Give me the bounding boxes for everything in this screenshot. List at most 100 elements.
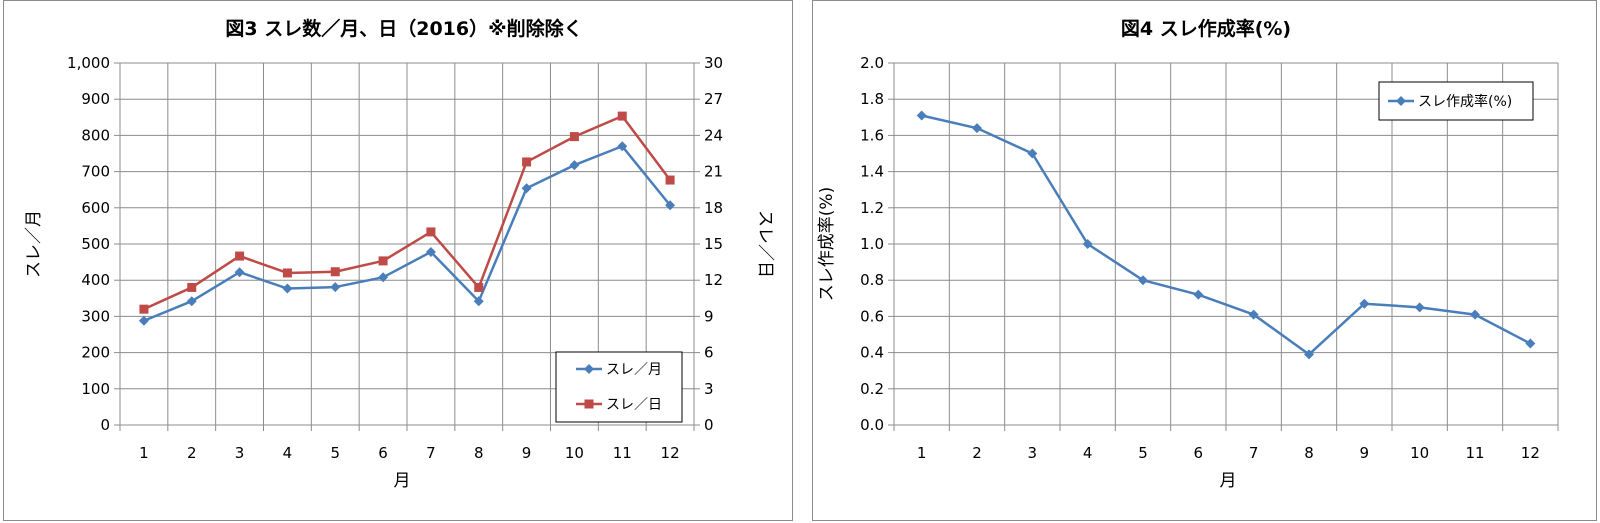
chart-title: 図3 スレ数／月、日（2016）※削除除く: [225, 17, 582, 40]
y-tick-label: 1.8: [860, 90, 884, 108]
y-tick-label: 500: [81, 235, 110, 253]
y2-tick-label: 3: [704, 380, 714, 398]
x-tick-label: 2: [187, 444, 197, 462]
data-point-square: [139, 304, 149, 314]
x-tick-label: 11: [1465, 444, 1484, 462]
data-point-diamond: [1193, 289, 1204, 300]
x-tick-label: 4: [1083, 444, 1093, 462]
x-tick-label: 3: [1028, 444, 1038, 462]
data-point-square: [282, 268, 292, 278]
y2-axis-label: スレ／日: [755, 210, 775, 278]
axes: 01002003004005006007008009001,0000369121…: [67, 54, 723, 462]
y2-tick-label: 6: [704, 344, 714, 362]
data-point-diamond: [1082, 239, 1093, 249]
data-point-diamond: [916, 110, 927, 121]
legend-label-series-1: スレ／日: [606, 397, 662, 413]
data-point-diamond: [1248, 309, 1259, 320]
data-point-diamond: [1304, 349, 1314, 360]
x-tick-label: 12: [661, 444, 680, 462]
y-tick-label: 1.4: [860, 163, 884, 181]
data-point-diamond: [234, 267, 245, 278]
x-tick-label: 12: [1521, 444, 1540, 462]
y-tick-label: 900: [81, 90, 110, 108]
data-point-square: [330, 267, 340, 277]
x-tick-label: 6: [378, 444, 388, 462]
y-tick-label: 700: [81, 163, 110, 181]
y-tick-label: 100: [81, 380, 110, 398]
x-tick-label: 2: [972, 444, 982, 462]
x-tick-label: 1: [917, 444, 927, 462]
x-tick-label: 5: [1138, 444, 1148, 462]
data-point-square: [569, 132, 579, 142]
x-tick-label: 7: [1249, 444, 1259, 462]
y-tick-label: 2.0: [860, 54, 884, 72]
x-tick-label: 7: [426, 444, 436, 462]
y2-tick-label: 18: [704, 199, 723, 217]
y2-tick-label: 12: [704, 271, 723, 289]
data-point-diamond: [665, 200, 676, 211]
y2-tick-label: 24: [704, 126, 723, 144]
y-tick-label: 0.4: [860, 344, 884, 362]
data-point-diamond: [1470, 309, 1480, 320]
legend-diamond-marker: [1396, 96, 1406, 106]
y-axis-label: スレ／月: [24, 210, 44, 278]
data-point-diamond: [282, 283, 293, 294]
data-point-square: [378, 256, 388, 266]
y-tick-label: 0: [100, 416, 110, 434]
x-tick-label: 10: [1410, 444, 1429, 462]
legend: スレ作成率(%): [1378, 81, 1534, 121]
x-axis-label: 月: [1220, 471, 1237, 491]
chart-svg-fig3: 図3 スレ数／月、日（2016）※削除除く 010020030040050060…: [24, 17, 775, 491]
data-point-diamond: [138, 315, 149, 326]
y-axis-label: スレ作成率(%): [817, 187, 837, 301]
data-point-diamond: [1138, 275, 1148, 286]
y-tick-label: 800: [81, 126, 110, 144]
data-point-square: [187, 282, 197, 292]
y-tick-label: 200: [81, 344, 110, 362]
y-tick-label: 0.0: [860, 416, 884, 434]
data-point-square: [474, 282, 484, 292]
series-line-0: [143, 145, 672, 322]
data-point-diamond: [1525, 338, 1536, 349]
x-tick-label: 11: [613, 444, 632, 462]
x-tick-label: 9: [1360, 444, 1370, 462]
data-point-square: [426, 227, 436, 237]
axes: 0.00.20.40.60.81.01.21.41.61.82.01 2 3 4 5 6 7…: [860, 54, 1540, 462]
legend-label-series-0: スレ／月: [606, 362, 662, 378]
x-tick-label: 10: [565, 444, 584, 462]
series-layer: [916, 110, 1536, 360]
x-tick-label: 3: [235, 444, 245, 462]
y-tick-label: 400: [81, 271, 110, 289]
series-line-0: [921, 114, 1531, 356]
x-tick-label: 6: [1194, 444, 1204, 462]
chart-panel-threads-per-month-day: 図3 スレ数／月、日（2016）※削除除く 0 100 200 300 400 500 60…: [3, 0, 793, 521]
y2-tick-label: 0: [704, 416, 714, 434]
y2-tick-label: 30: [704, 54, 723, 72]
y2-tick-label: 21: [704, 163, 723, 181]
x-tick-label: 4: [283, 444, 293, 462]
data-point-diamond: [1414, 302, 1425, 313]
y-tick-label: 0.6: [860, 307, 884, 325]
y2-tick-label: 15: [704, 235, 723, 253]
data-point-diamond: [569, 160, 580, 171]
y-tick-label: 600: [81, 199, 110, 217]
y2-tick-label: 9: [704, 307, 714, 325]
legend-label-series-0: スレ作成率(%): [1418, 93, 1512, 110]
chart-panel-thread-creation-rate: 図4 スレ作成率(%) 0.0 0.2 0.4 0.6 0.8 1.0 1.2 1.4 1.6 1…: [812, 0, 1597, 521]
y-tick-label: 0.2: [860, 380, 884, 398]
data-point-diamond: [186, 296, 197, 307]
data-point-diamond: [473, 296, 484, 307]
data-point-diamond: [378, 272, 389, 283]
data-point-diamond: [521, 183, 532, 194]
y-tick-label: 1.2: [860, 199, 884, 217]
data-point-diamond: [1027, 148, 1038, 159]
data-point-diamond: [972, 123, 982, 134]
y2-tick-label: 27: [704, 90, 723, 108]
series-layer: [138, 111, 676, 326]
data-point-square: [235, 251, 245, 261]
x-tick-label: 8: [474, 444, 484, 462]
x-tick-label: 8: [1304, 444, 1314, 462]
data-point-square: [617, 111, 627, 121]
y-tick-label: 1.6: [860, 126, 884, 144]
legend-diamond-marker: [584, 364, 594, 374]
